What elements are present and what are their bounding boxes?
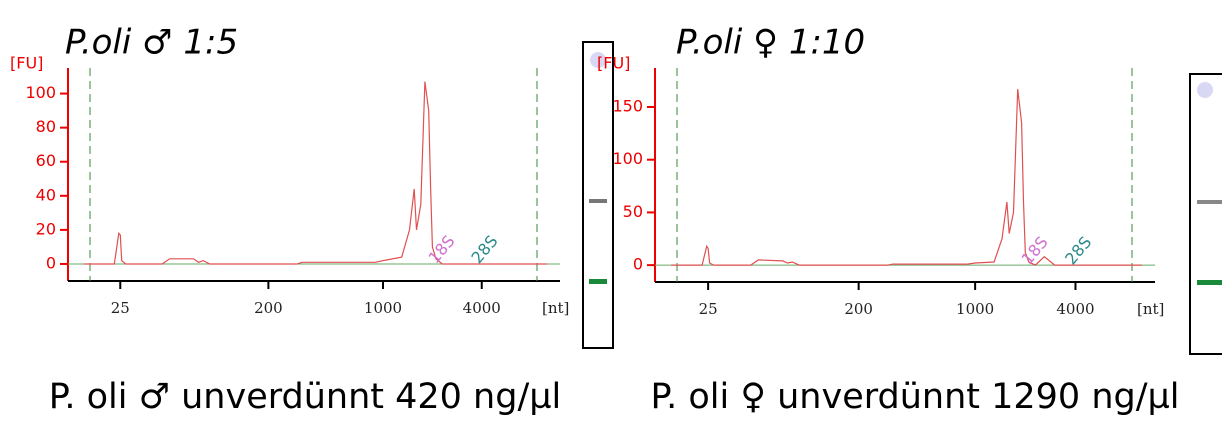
- x-tick-label: 200: [844, 300, 873, 318]
- peak-label: 28S: [467, 232, 501, 268]
- x-tick-label: 200: [254, 299, 283, 317]
- peak-label: 28S: [1061, 233, 1095, 269]
- y-tick-label: 60: [36, 151, 56, 170]
- x-tick-label: 4000: [1056, 300, 1094, 318]
- gel-lane: [583, 42, 613, 348]
- y-tick-label: 80: [36, 117, 56, 136]
- peak-label: 18S: [424, 232, 458, 268]
- x-tick-label: 1000: [364, 299, 402, 317]
- caption: P. oli ♂ unverdünnt 420 ng/µl: [49, 377, 562, 417]
- y-tick-label: 0: [633, 255, 643, 274]
- x-axis-label: [nt]: [1137, 300, 1164, 318]
- x-axis-label: [nt]: [542, 299, 569, 317]
- trace: [84, 82, 547, 264]
- y-tick-label: 20: [36, 219, 56, 238]
- y-tick-label: 100: [25, 83, 56, 102]
- peak-label: 18S: [1018, 233, 1052, 269]
- y-tick-label: 40: [36, 185, 56, 204]
- y-tick-label: 100: [612, 149, 643, 168]
- chart: P.oli ♂ 1:5 P. oli ♂ unverdünnt 420 ng/µl…: [0, 0, 1222, 423]
- y-tick-label: 0: [46, 253, 56, 272]
- y-tick-label: 150: [612, 97, 643, 116]
- y-axis-label: [FU]: [597, 54, 630, 73]
- caption: P. oli ♀ unverdünnt 1290 ng/µl: [650, 377, 1179, 417]
- x-tick-label: 4000: [463, 299, 501, 317]
- x-tick-label: 25: [111, 299, 130, 317]
- x-tick-label: 1000: [956, 300, 994, 318]
- chart-title: P.oli ♀ 1:10: [676, 23, 865, 63]
- gel-lane: [1190, 74, 1222, 354]
- y-axis-label: [FU]: [10, 54, 43, 73]
- chart-title: P.oli ♂ 1:5: [65, 23, 238, 63]
- trace: [671, 89, 1142, 265]
- y-tick-label: 50: [623, 202, 643, 221]
- figure: P.oli ♂ 1:5 P. oli ♂ unverdünnt 420 ng/µl…: [0, 0, 1222, 423]
- x-tick-label: 25: [699, 300, 718, 318]
